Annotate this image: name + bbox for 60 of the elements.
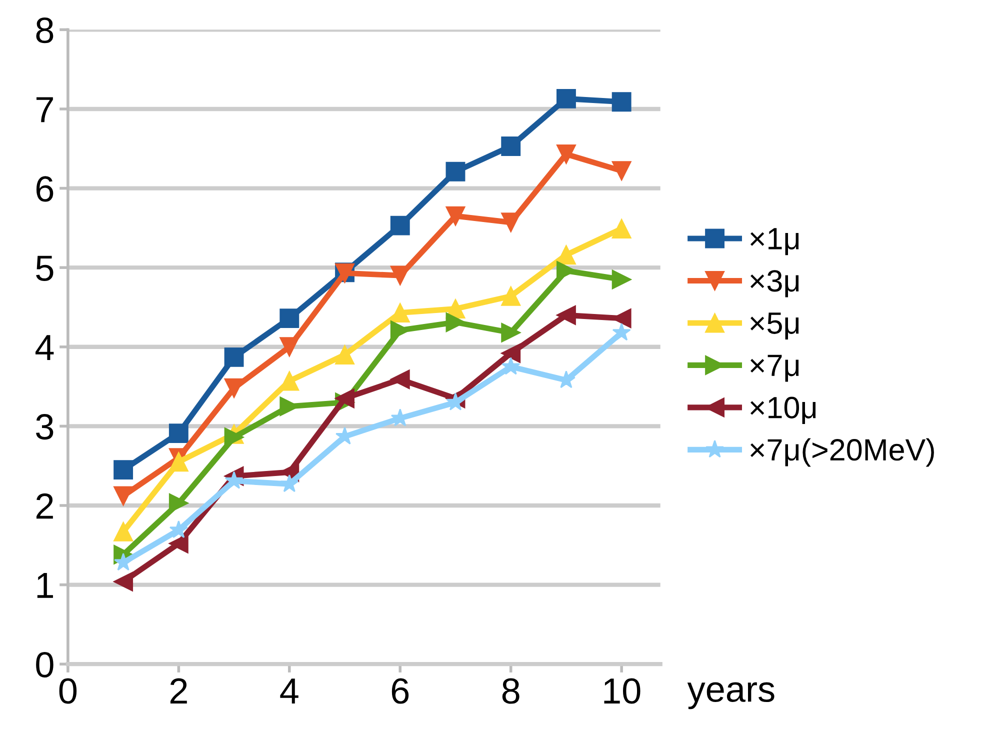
point bbox=[390, 320, 410, 340]
legend-label: ×7μ bbox=[750, 354, 799, 382]
y-tick-label: 7 bbox=[36, 97, 53, 122]
y-tick-label: 6 bbox=[36, 176, 54, 202]
x-axis-title: years bbox=[687, 682, 774, 710]
x-tick-label: 2 bbox=[170, 678, 187, 704]
point bbox=[168, 424, 188, 444]
point bbox=[114, 460, 134, 480]
point bbox=[169, 520, 188, 538]
point bbox=[446, 162, 466, 182]
point bbox=[168, 452, 188, 472]
y-tick-label: 8 bbox=[36, 18, 54, 44]
x-tick-label: 6 bbox=[392, 678, 409, 704]
x-tick-label: 10 bbox=[604, 678, 640, 704]
point bbox=[280, 337, 300, 357]
point bbox=[446, 392, 465, 410]
y-tick-label: 5 bbox=[36, 256, 54, 282]
point bbox=[390, 216, 410, 236]
point bbox=[224, 378, 244, 398]
legend-label: ×3μ bbox=[750, 270, 799, 298]
point bbox=[114, 552, 133, 571]
point bbox=[612, 161, 632, 181]
point bbox=[612, 322, 631, 341]
y-tick-label: 1 bbox=[37, 573, 53, 598]
legend-label: ×7μ(>20MeV) bbox=[750, 438, 934, 467]
point bbox=[280, 308, 300, 328]
point bbox=[335, 388, 354, 408]
y-tick-label: 0 bbox=[36, 652, 54, 678]
point bbox=[390, 370, 410, 390]
legend-label: ×10μ bbox=[750, 396, 816, 424]
point bbox=[612, 92, 632, 112]
legend-label: ×5μ bbox=[750, 312, 799, 340]
x-tick-label: 4 bbox=[280, 678, 298, 704]
legend-label: ×1μ bbox=[750, 228, 799, 256]
y-tick-label: 2 bbox=[36, 493, 53, 519]
point bbox=[501, 344, 521, 363]
y-tick-label: 4 bbox=[35, 335, 54, 360]
point bbox=[114, 486, 134, 506]
point bbox=[224, 471, 244, 489]
point bbox=[280, 474, 299, 492]
x-tick-label: 0 bbox=[59, 678, 77, 704]
point bbox=[502, 356, 520, 375]
point bbox=[446, 206, 466, 226]
x-tick-label: 8 bbox=[502, 678, 520, 704]
point bbox=[501, 286, 521, 306]
point bbox=[114, 572, 134, 592]
point bbox=[612, 219, 632, 238]
point bbox=[501, 212, 521, 232]
point bbox=[501, 322, 521, 342]
point bbox=[612, 270, 632, 290]
point bbox=[556, 305, 576, 325]
point bbox=[446, 312, 466, 332]
point bbox=[390, 266, 410, 286]
point bbox=[556, 144, 576, 164]
point bbox=[335, 345, 354, 365]
point bbox=[556, 88, 576, 108]
point bbox=[224, 347, 244, 367]
point bbox=[501, 136, 521, 156]
y-tick-label: 3 bbox=[36, 414, 54, 440]
point bbox=[114, 522, 134, 542]
